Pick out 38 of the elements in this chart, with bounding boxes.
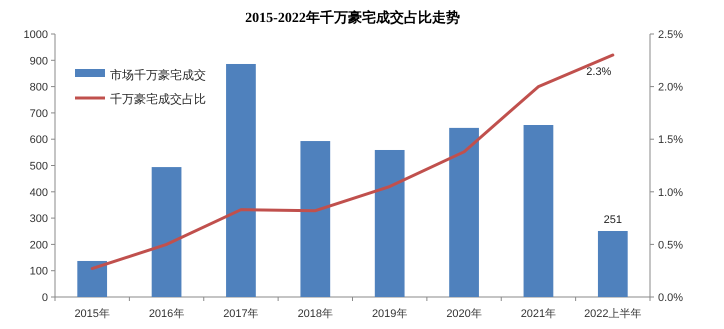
y-tick-label: 0: [42, 292, 48, 304]
y2-tick-label: 0.0%: [658, 292, 684, 304]
bar: [77, 260, 108, 297]
x-tick-label: 2018年: [298, 308, 334, 320]
y2-tick-label: 1.0%: [658, 186, 684, 199]
bar: [226, 64, 256, 297]
y2-tick-label: 2.5%: [658, 29, 684, 41]
y2-tick-label: 0.5%: [658, 239, 684, 252]
y2-tick-label: 1.5%: [658, 134, 684, 146]
y-tick-label: 500: [30, 160, 48, 172]
y-tick-label: 100: [30, 266, 48, 278]
y-tick-label: 700: [30, 108, 48, 120]
data-label: 2.3%: [586, 66, 612, 78]
chart-title: 2015-2022年千万豪宅成交占比走势: [245, 9, 460, 26]
y-tick-label: 800: [30, 82, 48, 94]
y-tick-label: 400: [30, 186, 48, 199]
x-tick-label: 2022上半年: [584, 307, 642, 320]
x-tick-label: 2015年: [74, 308, 110, 320]
y2-tick-label: 2.0%: [658, 82, 684, 94]
bar: [152, 167, 182, 297]
y-tick-label: 1000: [24, 29, 48, 41]
x-tick-label: 2019年: [372, 308, 408, 320]
legend-label: 千万豪宅成交占比: [110, 92, 206, 106]
bar: [449, 128, 479, 297]
y-tick-label: 300: [30, 213, 48, 226]
x-tick-label: 2016年: [148, 308, 184, 320]
bar: [374, 150, 405, 297]
legend-label: 市场千万豪宅成交: [110, 68, 206, 82]
bar: [300, 141, 330, 297]
bar: [598, 230, 628, 297]
bar: [524, 125, 554, 297]
y-tick-label: 200: [30, 239, 48, 252]
x-tick-label: 2020年: [446, 308, 482, 320]
data-label: 251: [604, 214, 622, 226]
x-tick-label: 2021年: [520, 308, 556, 320]
y-tick-label: 900: [30, 55, 48, 68]
x-tick-label: 2017年: [223, 308, 259, 320]
y-tick-label: 600: [30, 134, 48, 146]
